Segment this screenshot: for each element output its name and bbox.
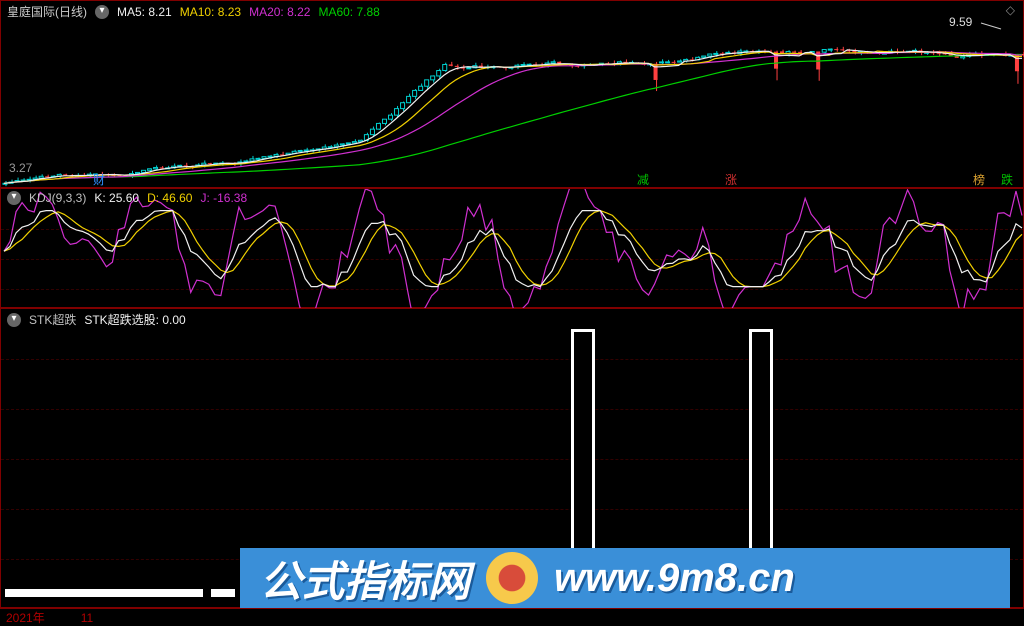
marker-jian: 减	[637, 171, 649, 188]
watermark-banner: 公式指标网 www.9m8.cn	[240, 548, 1010, 608]
kdj-header: ▾ KDJ(9,3,3) K: 25.60 D: 46.60 J: -16.38	[7, 191, 247, 205]
chevron-down-icon[interactable]: ▾	[95, 5, 109, 19]
stk-bottom-bar	[5, 589, 203, 597]
watermark-cn-text: 公式指标网	[260, 548, 470, 609]
panel-menu-icon[interactable]: ◇	[1006, 3, 1015, 17]
kdj-chart	[1, 189, 1024, 309]
kdj-panel[interactable]: ▾ KDJ(9,3,3) K: 25.60 D: 46.60 J: -16.38	[0, 188, 1024, 308]
stk-bottom-bar	[211, 589, 235, 597]
stk-value: STK超跌选股: 0.00	[84, 311, 185, 328]
ma20-label: MA20: 8.22	[249, 5, 310, 19]
kdj-title: KDJ(9,3,3)	[29, 191, 86, 205]
axis-label-month: 11	[81, 611, 93, 625]
ma10-label: MA10: 8.23	[180, 5, 241, 19]
watermark-logo-icon	[486, 552, 538, 604]
marker-bang: 榜	[973, 171, 985, 188]
marker-cai: 财	[93, 171, 105, 188]
axis-label-year: 2021年	[6, 609, 45, 626]
marker-die: 跌	[1001, 171, 1013, 188]
stk-title: STK超跌	[29, 311, 76, 328]
kdj-j: J: -16.38	[200, 191, 247, 205]
main-chart-header: 皇庭国际(日线) ▾ MA5: 8.21 MA10: 8.23 MA20: 8.…	[7, 3, 380, 20]
main-chart-panel[interactable]: 皇庭国际(日线) ▾ MA5: 8.21 MA10: 8.23 MA20: 8.…	[0, 0, 1024, 188]
watermark-url: www.9m8.cn	[554, 556, 795, 601]
kdj-k: K: 25.60	[94, 191, 139, 205]
kdj-d: D: 46.60	[147, 191, 192, 205]
price-high-label: 9.59	[949, 15, 972, 29]
ma60-label: MA60: 7.88	[318, 5, 379, 19]
marker-zhang: 涨	[725, 171, 737, 188]
stock-title: 皇庭国际(日线)	[7, 3, 87, 20]
time-axis: 2021年 11	[0, 608, 1024, 626]
candlestick-chart	[1, 1, 1024, 189]
ma5-label: MA5: 8.21	[117, 5, 172, 19]
chevron-down-icon[interactable]: ▾	[7, 313, 21, 327]
chevron-down-icon[interactable]: ▾	[7, 191, 21, 205]
stk-header: ▾ STK超跌 STK超跌选股: 0.00	[7, 311, 186, 328]
price-low-label: 3.27	[9, 161, 32, 175]
